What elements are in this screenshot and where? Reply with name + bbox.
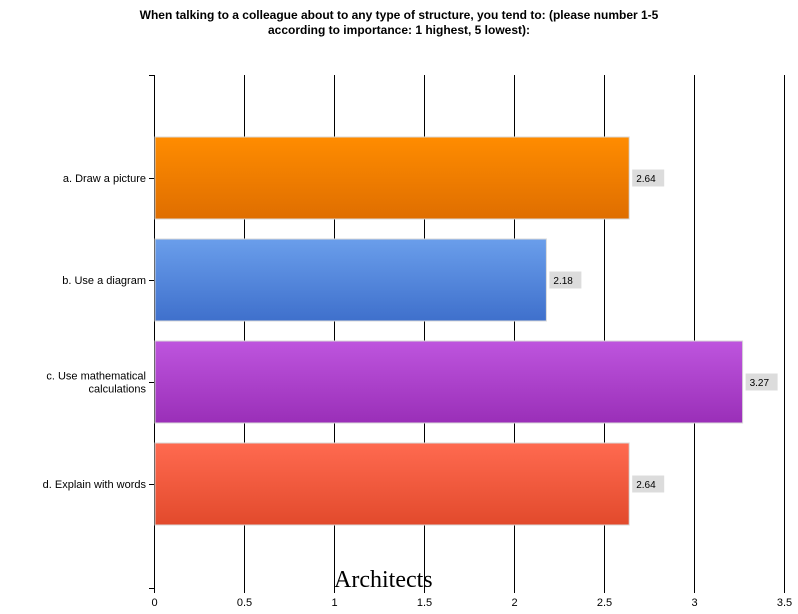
value-label-1: 2.64 (636, 174, 656, 185)
caption-architects: Architects (334, 567, 433, 593)
value-label-bg-3 (745, 373, 778, 391)
category-label-3: c. Use mathematical calculations (46, 371, 146, 396)
value-label-bg-1 (632, 169, 665, 187)
labels: a. Draw a picture 2.64 b. Use a diagram 2.1… (43, 169, 778, 493)
bar-3 (154, 340, 744, 424)
value-label-bg-4 (632, 475, 665, 493)
x-tick-label-4: 2 (511, 597, 517, 609)
bars (154, 136, 744, 526)
x-tick-label-2: 1 (331, 597, 337, 609)
value-label-4: 2.64 (636, 480, 656, 491)
value-label-2: 2.18 (553, 276, 573, 287)
category-label-4: d. Explain with words (43, 479, 147, 491)
bar-1 (154, 136, 630, 220)
x-tick-label-6: 3 (691, 597, 697, 609)
x-tick-label-7: 3.5 (777, 597, 792, 609)
chart-title: When talking to a colleague about to any… (139, 8, 659, 37)
bar-4 (154, 442, 630, 526)
category-label-1: a. Draw a picture (63, 173, 146, 185)
value-label-3: 3.27 (750, 378, 770, 389)
x-tick-label-0: 0 (151, 597, 157, 609)
x-tick-label-3: 1.5 (417, 597, 432, 609)
x-tick-label-1: 0.5 (237, 597, 252, 609)
x-tick-label-5: 2.5 (597, 597, 612, 609)
value-label-bg-2 (549, 271, 582, 289)
category-label-2: b. Use a diagram (62, 275, 146, 287)
bar-2 (154, 238, 547, 322)
